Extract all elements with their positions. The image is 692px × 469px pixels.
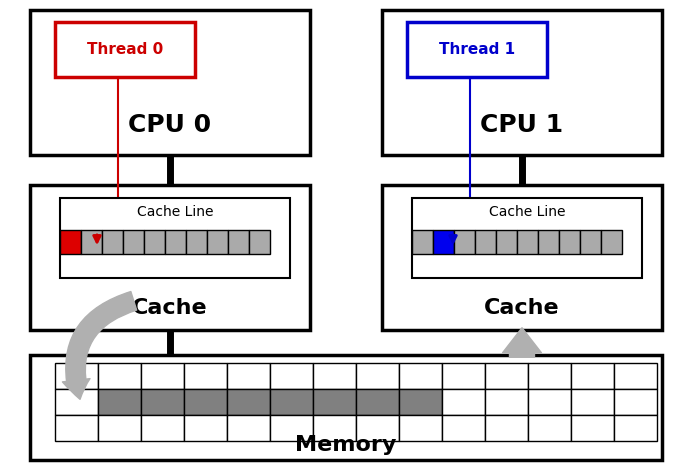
Bar [184,415,227,441]
Bar [270,363,313,389]
Text: Memory: Memory [295,435,397,455]
Bar [399,363,442,389]
Bar [30,10,310,155]
Bar [55,22,195,77]
Text: CPU 0: CPU 0 [129,113,212,137]
Text: CPU 1: CPU 1 [480,113,563,137]
Bar [475,230,496,254]
Bar [442,415,485,441]
Bar [614,363,657,389]
Bar [399,415,442,441]
Bar [412,198,642,278]
Bar [313,415,356,441]
Bar [141,363,184,389]
Bar [227,363,270,389]
Bar [454,230,475,254]
Bar [186,230,207,254]
Text: Cache Line: Cache Line [489,205,565,219]
Bar [407,22,547,77]
Bar [184,363,227,389]
Bar [55,415,98,441]
Bar [528,389,571,415]
Bar [356,415,399,441]
Bar [485,363,528,389]
Bar [399,389,442,415]
Bar [141,415,184,441]
Bar [55,389,98,415]
Bar [528,415,571,441]
Bar [571,363,614,389]
Bar [382,185,662,330]
Bar [496,230,517,254]
Bar [412,230,433,254]
Bar [571,415,614,441]
Bar [571,389,614,415]
Bar [528,363,571,389]
Bar [356,363,399,389]
Bar [141,389,184,415]
Text: Cache: Cache [484,298,560,318]
Bar [55,363,98,389]
Bar [538,230,559,254]
Bar [433,230,454,254]
Bar [313,389,356,415]
Bar [313,363,356,389]
Bar [485,389,528,415]
FancyArrowPatch shape [502,328,541,357]
Text: Thread 1: Thread 1 [439,42,515,57]
Bar [614,415,657,441]
Bar [517,230,538,254]
Bar [60,230,81,254]
Bar [442,389,485,415]
Bar [580,230,601,254]
Bar [165,230,186,254]
Bar [98,389,141,415]
Bar [98,415,141,441]
Bar [102,230,123,254]
Text: Thread 0: Thread 0 [87,42,163,57]
Bar [81,230,102,254]
FancyArrowPatch shape [62,292,136,399]
Bar [227,389,270,415]
Bar [356,389,399,415]
Bar [184,389,227,415]
Bar [382,10,662,155]
Bar [30,355,662,460]
Text: Cache Line: Cache Line [137,205,213,219]
Bar [270,389,313,415]
Bar [227,415,270,441]
Bar [60,198,290,278]
Bar [559,230,580,254]
Bar [98,363,141,389]
Bar [228,230,249,254]
Bar [30,185,310,330]
Bar [207,230,228,254]
Text: Cache: Cache [132,298,208,318]
Bar [442,363,485,389]
Bar [144,230,165,254]
Bar [270,415,313,441]
Bar [123,230,144,254]
Bar [614,389,657,415]
Bar [601,230,622,254]
Bar [249,230,270,254]
Bar [485,415,528,441]
